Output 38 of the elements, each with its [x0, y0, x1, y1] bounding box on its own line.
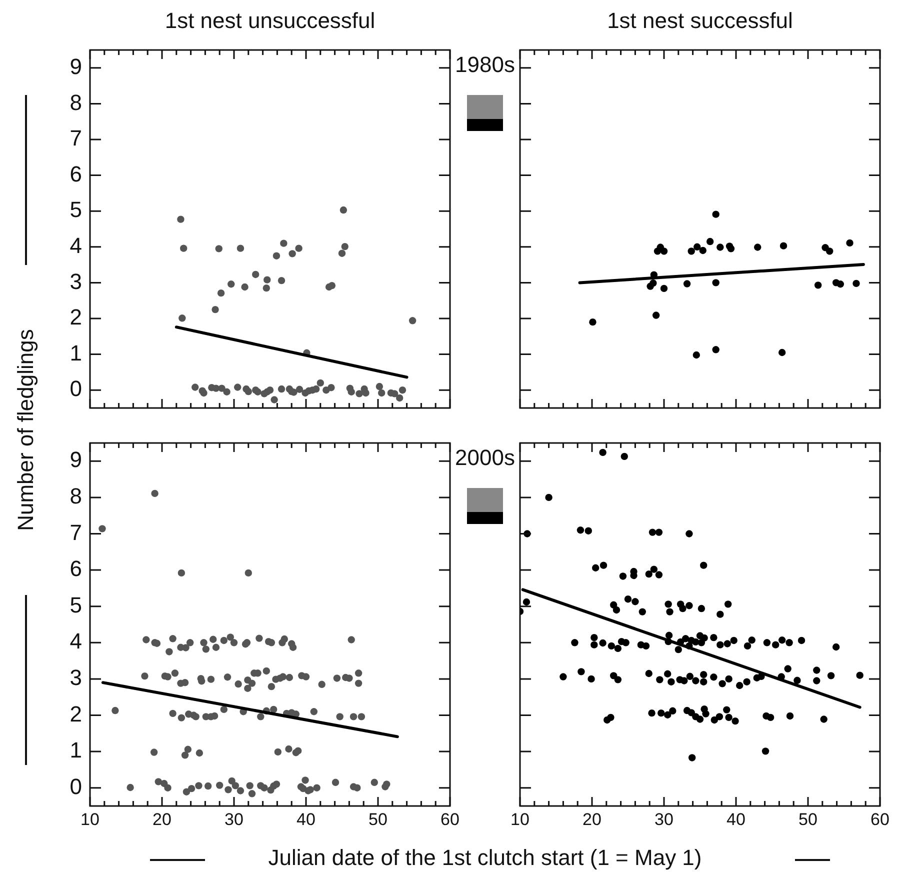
y-tick-label: 4	[70, 628, 82, 654]
x-tick-label: 20	[582, 810, 602, 830]
y-tick-label: 5	[70, 592, 82, 618]
chart-title: 1st nest successful	[606, 8, 794, 34]
x-tick-label: 20	[152, 810, 172, 830]
y-tick-label: 3	[70, 665, 82, 690]
y-tick-label: 5	[70, 197, 82, 222]
x-tick-label: 40	[296, 810, 316, 830]
y-tick-label: 3	[70, 268, 82, 294]
y-tick-label: 2	[70, 304, 82, 330]
y-tick-label: 7	[70, 126, 82, 151]
y-tick-label: 0	[70, 376, 82, 402]
x-tick-label: 50	[798, 810, 818, 830]
x-tick-label: 30	[224, 810, 244, 830]
y-tick-label: 6	[70, 556, 82, 582]
y-tick-label: 6	[70, 161, 82, 186]
chart-title: 1st nest unsuccessful	[164, 8, 376, 34]
y-tick-label: 1	[70, 340, 82, 366]
y-tick-label: 7	[70, 520, 82, 545]
x-tick-label: 10	[80, 810, 100, 830]
y-tick-label: 0	[70, 774, 82, 799]
y-tick-label: 8	[70, 484, 82, 509]
y-axis-title: Number of fledglings	[13, 329, 39, 531]
y-tick-label: 8	[70, 90, 82, 115]
y-tick-label: 9	[70, 54, 82, 79]
text: 1980s	[454, 52, 516, 78]
x-tick-label: 40	[726, 810, 746, 830]
y-tick-label: 4	[70, 232, 82, 258]
x-tick-label: 60	[870, 810, 890, 830]
x-tick-label: 60	[440, 810, 460, 830]
y-tick-label: 2	[70, 701, 82, 726]
x-tick-label: 30	[654, 810, 674, 830]
x-axis-title: Julian date of the 1st clutch start (1 = May 1)	[268, 845, 702, 871]
y-tick-label: 1	[70, 738, 82, 763]
y-tick-label: 9	[70, 447, 82, 472]
x-tick-label: 10	[510, 810, 530, 830]
x-tick-label: 50	[368, 810, 388, 830]
text: 2000s	[454, 445, 516, 471]
